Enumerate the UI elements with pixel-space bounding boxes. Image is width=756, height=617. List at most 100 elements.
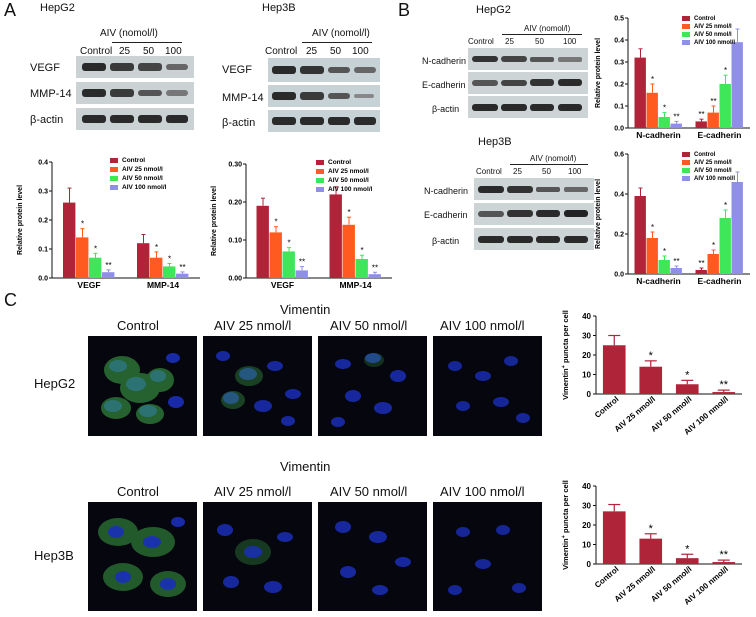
- bar: [102, 272, 115, 278]
- blot-band: [300, 66, 324, 74]
- legend-swatch: [110, 158, 118, 163]
- significance-mark: *: [649, 350, 654, 362]
- x-category-label: E-cadherin: [698, 130, 742, 140]
- a-hep3b-lane-3: 100: [352, 46, 369, 57]
- blot-band: [138, 90, 162, 96]
- a-hepg2-lane-3: 100: [165, 46, 182, 57]
- blot-band: [354, 67, 376, 73]
- blot-band: [507, 210, 533, 217]
- c-hep3b-col-2: AIV 50 nmol/l: [330, 484, 408, 499]
- y-tick-label: 0.10: [228, 238, 242, 245]
- b-hepg2-lane-1: 25: [505, 37, 514, 46]
- legend-swatch: [316, 187, 324, 192]
- y-axis-label-rest: puncta per cell: [561, 480, 570, 535]
- y-axis-label: Relative protein level: [211, 186, 218, 256]
- blot-band: [478, 211, 504, 217]
- significance-mark: *: [360, 246, 363, 255]
- x-category-label: MMP-14: [339, 280, 371, 290]
- bar: [269, 232, 282, 278]
- blot-band: [138, 115, 162, 123]
- legend-swatch: [682, 176, 690, 181]
- legend-swatch: [316, 160, 324, 165]
- y-tick-label: 0.0: [38, 276, 48, 283]
- bar: [368, 274, 381, 278]
- b-hepg2-lane-0: Control: [468, 37, 494, 46]
- blot-band: [472, 56, 498, 62]
- legend-swatch: [110, 185, 118, 190]
- y-tick-label: 0.4: [614, 192, 624, 199]
- b-hepg2-lane-3: 100: [563, 37, 577, 46]
- significance-mark: *: [347, 208, 350, 217]
- y-axis-label-rest: puncta per cell: [561, 310, 570, 365]
- blot-band: [166, 64, 188, 70]
- y-tick-label: 10: [582, 371, 591, 380]
- y-axis-label-main: Vimentin: [561, 538, 570, 570]
- x-category-label: VEGF: [271, 280, 294, 290]
- legend-swatch: [110, 176, 118, 181]
- panel-letter-c: C: [4, 290, 17, 310]
- blot-band: [166, 115, 188, 123]
- x-category-label: Control: [593, 565, 621, 590]
- blot-band: [507, 236, 533, 243]
- x-category-label: MMP-14: [147, 280, 179, 290]
- blot-band: [328, 93, 350, 99]
- bar: [639, 538, 663, 564]
- y-tick-label: 0.1: [38, 247, 48, 254]
- bar: [695, 121, 707, 128]
- a-hepg2-lane-2: 50: [143, 46, 155, 57]
- a-hepg2-dose-line: [112, 42, 182, 43]
- bar: [282, 251, 295, 278]
- blot-band: [536, 210, 560, 217]
- b-hepg2-cell-label: HepG2: [476, 4, 511, 16]
- legend-label: AIV 100 nmol/l: [122, 184, 167, 191]
- bar: [634, 57, 646, 128]
- blot-band: [536, 187, 560, 192]
- blot-band: [328, 67, 350, 73]
- bar: [712, 392, 736, 394]
- b-hepg2-dose-line: [502, 34, 582, 35]
- bar: [63, 202, 76, 278]
- bar: [355, 259, 368, 278]
- bar: [719, 84, 731, 128]
- y-tick-label: 0.4: [38, 160, 48, 167]
- blot-strip: [474, 178, 594, 200]
- y-axis-label: Relative protein level: [17, 185, 24, 255]
- c-hepg2-image-control: [88, 336, 197, 436]
- bar: [602, 511, 626, 564]
- a-hep3b-lane-1: 25: [306, 46, 318, 57]
- c-hepg2-image-aiv100: [433, 336, 542, 436]
- significance-mark: **: [719, 549, 728, 561]
- significance-mark: *: [685, 543, 690, 555]
- x-category-label: N-cadherin: [636, 130, 680, 140]
- c-hep3b-title: Vimentin: [280, 459, 331, 474]
- bar: [670, 123, 682, 128]
- legend-label: AIV 25 nmol/l: [328, 168, 369, 175]
- legend-label: AIV 25 nmol/l: [694, 24, 732, 30]
- c-hep3b-col-0: Control: [117, 484, 159, 499]
- blot-band: [501, 104, 527, 111]
- significance-mark: *: [663, 247, 666, 256]
- blot-band: [272, 66, 296, 74]
- a-hep3b-band-label-1: MMP-14: [222, 92, 264, 104]
- blot-band: [536, 236, 560, 243]
- significance-mark: **: [698, 110, 704, 119]
- a-hepg2-blot: [76, 56, 194, 130]
- blot-band: [472, 80, 498, 86]
- c-hepg2-image-aiv25: [203, 336, 312, 436]
- y-tick-label: 0.6: [614, 152, 624, 159]
- bar: [712, 562, 736, 564]
- blot-band: [472, 104, 498, 111]
- blot-strip: [474, 203, 594, 225]
- y-tick-label: 0.20: [228, 200, 242, 207]
- y-tick-label: 0.0: [614, 272, 624, 279]
- c-hepg2-col-0: Control: [117, 318, 159, 333]
- blot-band: [478, 186, 504, 193]
- y-axis-label: Vimentin+ puncta per cell: [561, 480, 570, 570]
- legend-label: AIV 50 nmol/l: [694, 168, 732, 174]
- a-hepg2-cell-label: HepG2: [40, 2, 75, 14]
- blot-band: [82, 89, 106, 97]
- blot-strip: [468, 96, 588, 118]
- c-hep3b-image-aiv50: [318, 502, 427, 611]
